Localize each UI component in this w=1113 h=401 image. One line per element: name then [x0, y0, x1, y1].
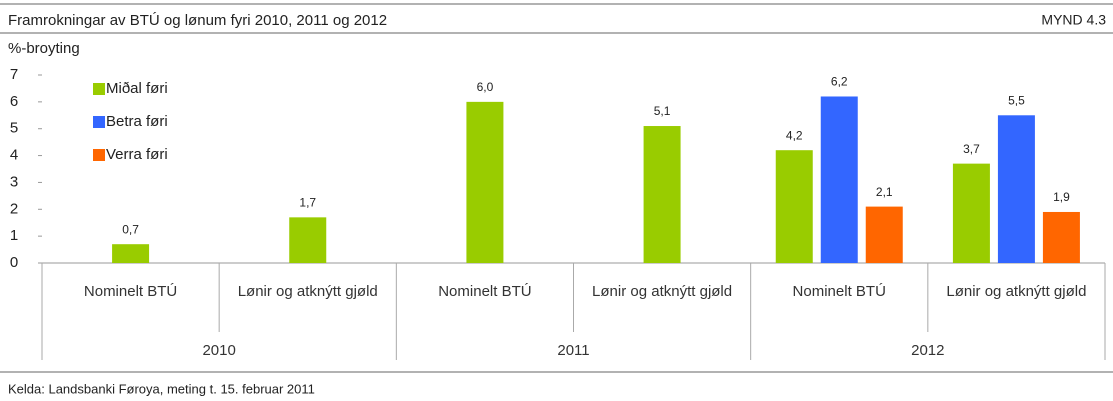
- y-tick-label: 1: [10, 227, 18, 244]
- bar: [865, 206, 903, 263]
- data-label: 3,7: [963, 142, 980, 156]
- bar: [466, 101, 504, 263]
- group-label: 2010: [202, 342, 236, 359]
- bar: [1042, 211, 1080, 263]
- legend-label: Betra føri: [106, 113, 168, 130]
- bar: [820, 96, 858, 263]
- legend-label: Verra føri: [106, 146, 168, 163]
- data-label: 5,1: [654, 104, 671, 118]
- data-label: 6,0: [477, 80, 494, 94]
- legend-swatch: [93, 83, 105, 95]
- x-tick-label: Lønir og atknýtt gjøld: [946, 283, 1087, 300]
- data-label: 4,2: [786, 128, 803, 142]
- y-tick-label: 2: [10, 200, 18, 217]
- x-tick-label: Nominelt BTÚ: [438, 283, 532, 300]
- data-label: 1,9: [1053, 190, 1070, 204]
- legend-swatch: [93, 116, 105, 128]
- bar: [775, 150, 813, 263]
- group-label: 2011: [557, 342, 590, 359]
- bar: [289, 217, 327, 263]
- x-tick-label: Lønir og atknýtt gjøld: [592, 283, 733, 300]
- data-label: 2,1: [876, 185, 893, 199]
- y-tick-label: 4: [10, 147, 18, 164]
- bar: [952, 163, 990, 263]
- bar: [643, 126, 681, 264]
- data-label: 6,2: [831, 75, 848, 89]
- source: Kelda: Landsbanki Føroya, meting t. 15. …: [8, 381, 315, 396]
- chart-title: Framrokningar av BTÚ og lønum fyri 2010,…: [8, 12, 387, 29]
- y-tick-label: 5: [10, 120, 18, 137]
- data-label: 1,7: [299, 196, 316, 210]
- x-tick-label: Nominelt BTÚ: [83, 283, 178, 300]
- y-tick-label: 7: [10, 66, 18, 83]
- group-label: 2012: [911, 342, 945, 359]
- data-label: 5,5: [1008, 93, 1025, 107]
- bar: [997, 115, 1035, 264]
- data-label: 0,7: [122, 222, 139, 236]
- legend-label: Miðal føri: [106, 80, 168, 97]
- y-tick-label: 0: [10, 254, 18, 271]
- x-tick-label: Lønir og atknýtt gjøld: [237, 283, 378, 300]
- x-tick-label: Nominelt BTÚ: [792, 283, 886, 300]
- legend-swatch: [93, 149, 105, 161]
- y-tick-label: 6: [10, 93, 18, 110]
- y-axis-label: %-broyting: [8, 40, 80, 57]
- bar: [112, 244, 150, 263]
- y-tick-label: 3: [10, 173, 18, 190]
- figure-label: MYND 4.3: [1041, 12, 1106, 28]
